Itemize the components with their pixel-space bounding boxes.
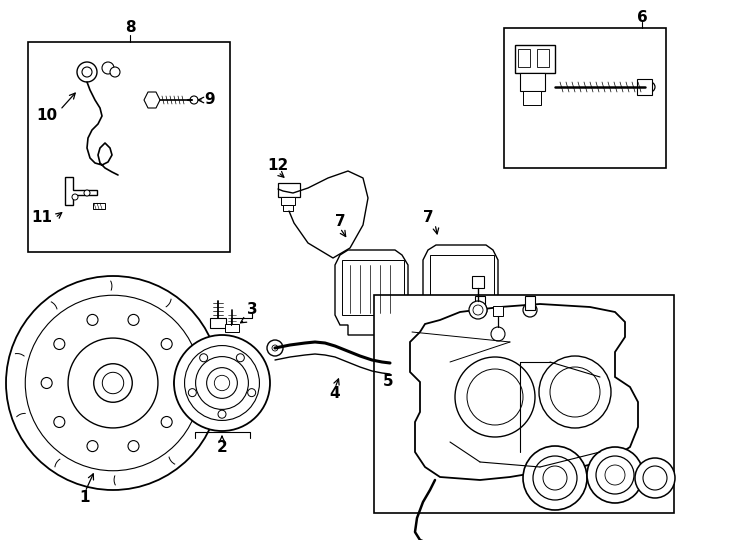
Circle shape [523,303,537,317]
Circle shape [473,303,487,317]
Text: 12: 12 [267,159,288,173]
Circle shape [455,357,535,437]
Circle shape [102,62,114,74]
Circle shape [596,456,634,494]
Text: 10: 10 [37,109,57,124]
Circle shape [25,295,200,471]
Bar [342,260,404,315]
Bar [537,49,549,67]
Circle shape [41,377,52,388]
Bar [520,73,545,91]
Text: 3: 3 [247,302,258,318]
Bar [515,45,555,73]
Circle shape [382,355,398,371]
Bar [525,296,535,310]
Circle shape [200,354,208,362]
Circle shape [207,368,237,399]
Polygon shape [423,245,498,332]
Circle shape [267,340,283,356]
Text: 9: 9 [205,92,215,107]
Circle shape [473,305,483,315]
Text: 11: 11 [32,211,53,226]
Circle shape [77,62,97,82]
Text: 4: 4 [330,387,341,402]
Circle shape [214,375,230,390]
Bar [278,183,300,197]
Circle shape [174,377,185,388]
Bar [637,79,652,95]
Bar [518,49,530,67]
Bar [504,28,666,168]
Circle shape [6,276,220,490]
Circle shape [523,446,587,510]
Circle shape [491,327,505,341]
Circle shape [87,441,98,451]
Circle shape [184,346,259,421]
Bar [475,296,485,310]
Text: 7: 7 [423,211,433,226]
Circle shape [272,345,278,351]
Text: 8: 8 [125,21,135,36]
Circle shape [68,338,158,428]
Bar [430,255,494,313]
Polygon shape [65,177,97,205]
Circle shape [189,389,196,397]
Circle shape [587,447,643,503]
Polygon shape [410,304,638,480]
Circle shape [236,354,244,362]
Bar [281,197,295,205]
Circle shape [102,372,124,394]
Bar [93,203,105,209]
Text: 5: 5 [382,375,393,389]
Text: 6: 6 [636,10,647,25]
Circle shape [643,466,667,490]
Circle shape [161,416,172,428]
Circle shape [247,389,255,397]
Bar [225,324,239,332]
Circle shape [54,339,65,349]
Circle shape [84,190,90,196]
Bar [472,276,484,288]
Circle shape [128,441,139,451]
Circle shape [190,96,198,104]
Circle shape [469,301,487,319]
Circle shape [128,314,139,326]
Circle shape [543,466,567,490]
Circle shape [539,356,611,428]
Circle shape [467,369,523,425]
Polygon shape [335,250,408,335]
Bar [523,91,541,105]
Text: 2: 2 [217,440,228,455]
Polygon shape [144,92,160,108]
Bar [283,205,293,211]
Text: 1: 1 [80,490,90,505]
Circle shape [161,339,172,349]
Circle shape [605,465,625,485]
Circle shape [218,410,226,418]
Circle shape [387,360,393,366]
Text: 7: 7 [335,214,345,230]
Circle shape [550,367,600,417]
Bar [374,295,674,513]
Bar [210,318,226,328]
Circle shape [110,67,120,77]
Circle shape [195,356,248,409]
Circle shape [174,335,270,431]
Circle shape [645,82,655,92]
Bar [493,306,503,316]
Circle shape [533,456,577,500]
Circle shape [94,364,132,402]
Circle shape [82,67,92,77]
Circle shape [87,314,98,326]
Circle shape [635,458,675,498]
Circle shape [72,194,78,200]
Bar [28,42,230,252]
Circle shape [54,416,65,428]
